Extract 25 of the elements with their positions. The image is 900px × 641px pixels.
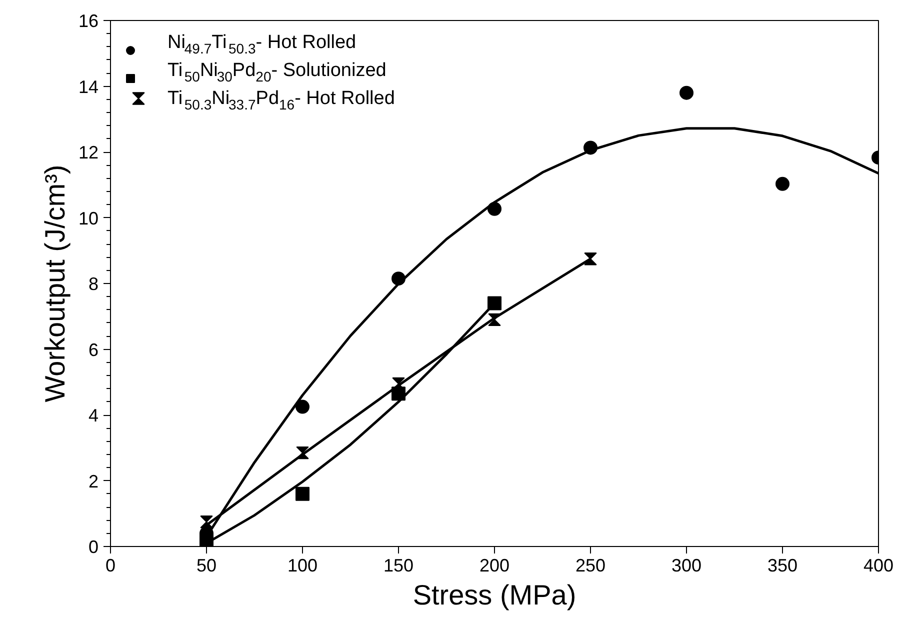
x-axis-title: Stress (MPa) [412, 580, 576, 610]
y-tick-label: 0 [88, 537, 99, 557]
point [296, 400, 310, 414]
y-tick-label: 6 [88, 340, 99, 360]
x-tick-label: 250 [575, 556, 606, 576]
x-tick-label: 400 [863, 556, 894, 576]
point [584, 252, 597, 266]
y-tick-label: 12 [78, 142, 99, 162]
y-axis-title: Workoutput (J/cm³) [39, 164, 70, 402]
y-tick-label: 14 [78, 76, 99, 97]
point [680, 86, 694, 100]
x-tick-label: 0 [105, 556, 116, 576]
x-tick-label: 200 [479, 556, 510, 576]
y-tick-label: 4 [88, 406, 99, 426]
x-tick-label: 300 [671, 556, 702, 576]
x-tick-label: 50 [196, 556, 217, 576]
y-tick-label: 16 [78, 11, 99, 31]
point [776, 176, 790, 191]
x-tick-label: 100 [287, 556, 318, 576]
y-tick-label: 8 [88, 274, 99, 294]
x-tick-label: 150 [383, 556, 414, 576]
x-tick-label: 350 [767, 556, 798, 576]
point [296, 486, 310, 501]
y-tick-label: 10 [78, 208, 99, 228]
y-tick-label: 2 [88, 471, 99, 492]
